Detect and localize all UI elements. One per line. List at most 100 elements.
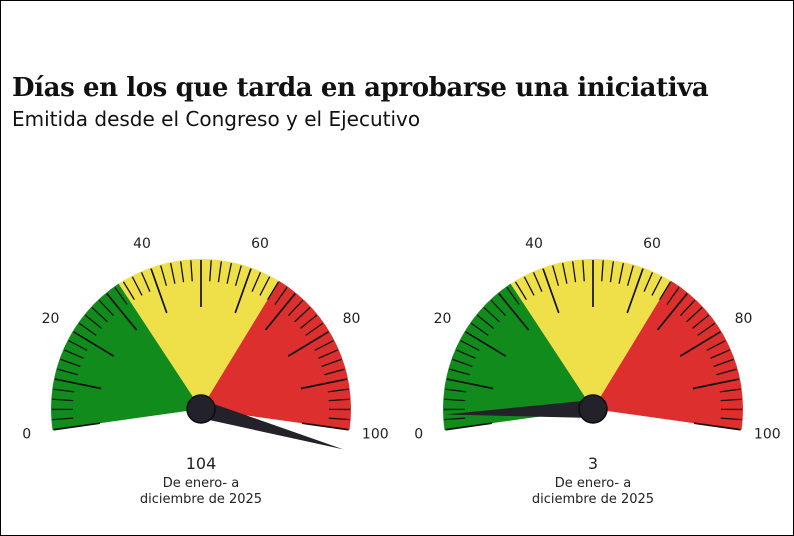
major-tick	[301, 422, 349, 431]
minor-tick	[314, 340, 334, 351]
gauge-1-caption-line2: diciembre de 2025	[532, 492, 654, 507]
minor-tick	[601, 260, 604, 282]
minor-tick	[294, 306, 311, 323]
gauge-1-hub	[578, 394, 608, 424]
minor-tick	[720, 398, 742, 402]
minor-tick	[719, 388, 741, 393]
tick-label: 60	[643, 236, 661, 252]
major-tick	[234, 268, 252, 314]
minor-tick	[68, 340, 88, 351]
minor-tick	[476, 314, 494, 329]
minor-tick	[643, 272, 654, 292]
minor-tick	[169, 262, 176, 284]
minor-tick	[327, 388, 349, 393]
gauge-1-band-0	[442, 283, 593, 430]
tick-label: 40	[525, 236, 543, 252]
gauge-1-needle	[445, 400, 594, 418]
minor-tick	[57, 368, 78, 376]
tick-label: 100	[754, 427, 781, 443]
minor-tick	[716, 368, 737, 376]
minor-tick	[91, 306, 108, 323]
minor-tick	[483, 306, 500, 323]
minor-tick	[449, 368, 470, 376]
major-tick	[498, 292, 530, 331]
minor-tick	[131, 276, 143, 296]
tick-label: 100	[362, 427, 389, 443]
minor-tick	[140, 272, 151, 292]
minor-tick	[160, 265, 168, 286]
chart-subtitle: Emitida desde el Congreso y el Ejecutivo	[12, 107, 421, 131]
minor-tick	[324, 368, 345, 376]
minor-tick	[78, 322, 97, 336]
minor-tick	[720, 417, 742, 421]
gauge-1-caption-line1: De enero- a	[555, 476, 631, 491]
tick-label: 80	[343, 311, 361, 327]
minor-tick	[318, 349, 339, 359]
minor-tick	[490, 299, 506, 317]
minor-tick	[251, 272, 262, 292]
tick-label: 0	[22, 427, 31, 443]
major-tick	[264, 292, 296, 331]
major-tick	[54, 378, 102, 390]
gauge-0-caption-line1: De enero- a	[163, 476, 239, 491]
minor-tick	[460, 340, 480, 351]
gauge-0-value-label: 104	[186, 454, 217, 473]
major-tick	[693, 422, 741, 431]
gauge-0-needle	[198, 400, 344, 450]
minor-tick	[226, 262, 233, 284]
minor-tick	[328, 417, 350, 421]
tick-label: 20	[42, 311, 60, 327]
minor-tick	[321, 358, 342, 368]
major-tick	[53, 422, 101, 431]
minor-tick	[713, 358, 734, 368]
minor-tick	[209, 260, 212, 282]
gauge-1-band-1	[510, 258, 672, 409]
minor-tick	[114, 286, 128, 305]
minor-tick	[626, 265, 634, 286]
minor-tick	[444, 417, 466, 421]
minor-tick	[618, 262, 625, 284]
major-tick	[445, 422, 493, 431]
minor-tick	[180, 261, 185, 283]
major-tick	[465, 331, 507, 357]
major-tick	[626, 268, 644, 314]
major-tick	[679, 331, 721, 357]
minor-tick	[52, 417, 74, 421]
minor-tick	[706, 340, 726, 351]
minor-tick	[190, 260, 193, 282]
gauge-0-band-1	[118, 258, 280, 409]
minor-tick	[288, 299, 304, 317]
tick-label: 20	[434, 311, 452, 327]
chart-title: Días en los que tarda en aprobarse una i…	[12, 73, 709, 103]
minor-tick	[259, 276, 271, 296]
minor-tick	[609, 261, 614, 283]
minor-tick	[328, 398, 350, 402]
minor-tick	[686, 306, 703, 323]
minor-tick	[455, 349, 476, 359]
minor-tick	[651, 276, 663, 296]
minor-tick	[84, 314, 102, 329]
minor-tick	[445, 388, 467, 393]
major-tick	[150, 268, 168, 314]
minor-tick	[122, 281, 135, 301]
major-tick	[542, 268, 560, 314]
minor-tick	[274, 286, 288, 305]
minor-tick	[506, 286, 520, 305]
minor-tick	[234, 265, 242, 286]
minor-tick	[98, 299, 114, 317]
minor-tick	[692, 314, 710, 329]
minor-tick	[300, 314, 318, 329]
major-tick	[287, 331, 329, 357]
major-tick	[73, 331, 115, 357]
minor-tick	[552, 265, 560, 286]
tick-label: 0	[414, 427, 423, 443]
minor-tick	[659, 281, 672, 301]
minor-tick	[217, 261, 222, 283]
gauge-0-hub	[186, 394, 216, 424]
minor-tick	[523, 276, 535, 296]
minor-tick	[470, 322, 489, 336]
minor-tick	[710, 349, 731, 359]
